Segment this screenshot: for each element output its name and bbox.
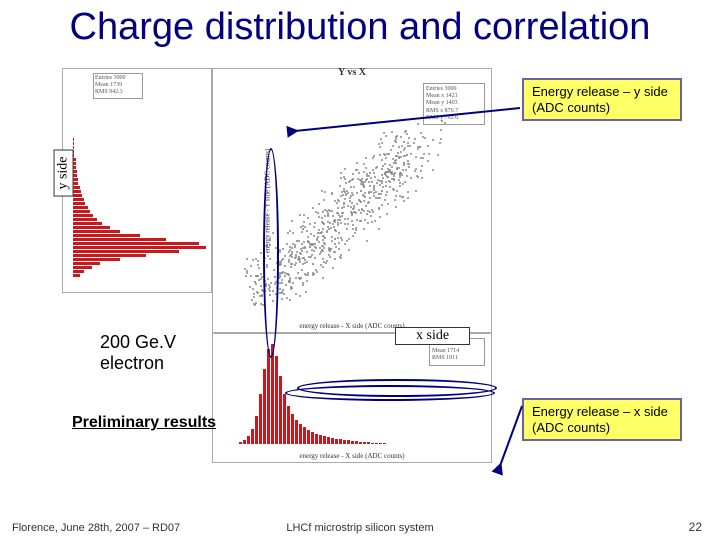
- footer-left: Florence, June 28th, 2007 – RD07: [12, 522, 180, 534]
- footer-center: LHCf microstrip silicon system: [286, 522, 433, 534]
- slide-title: Charge distribution and correlation: [0, 6, 720, 49]
- footer-right: 22: [689, 520, 702, 534]
- oval-bottom-axis: [285, 385, 495, 401]
- scatter-xlabel: energy release - X side (ADC counts): [299, 322, 404, 330]
- electron-line1: 200 Ge.V: [100, 332, 176, 352]
- histogram-y: Entries 3000 Mean 1739 RMS 942.3: [62, 68, 212, 293]
- preliminary-label: Preliminary results: [72, 414, 216, 432]
- electron-label: 200 Ge.V electron: [100, 332, 176, 374]
- arrow-y: [290, 106, 520, 136]
- y-side-label: y side: [54, 149, 74, 196]
- x-side-label: x side: [395, 327, 470, 345]
- scatter-title: Y vs X: [338, 67, 366, 78]
- electron-line2: electron: [100, 353, 164, 373]
- callout-x: Energy release – x side (ADC counts): [522, 398, 682, 441]
- hist-x-xlabel: energy release - X side (ADC counts): [299, 452, 404, 460]
- oval-y-axis: [263, 148, 279, 358]
- arrow-x: [497, 401, 527, 471]
- callout-y: Energy release – y side (ADC counts): [522, 78, 682, 121]
